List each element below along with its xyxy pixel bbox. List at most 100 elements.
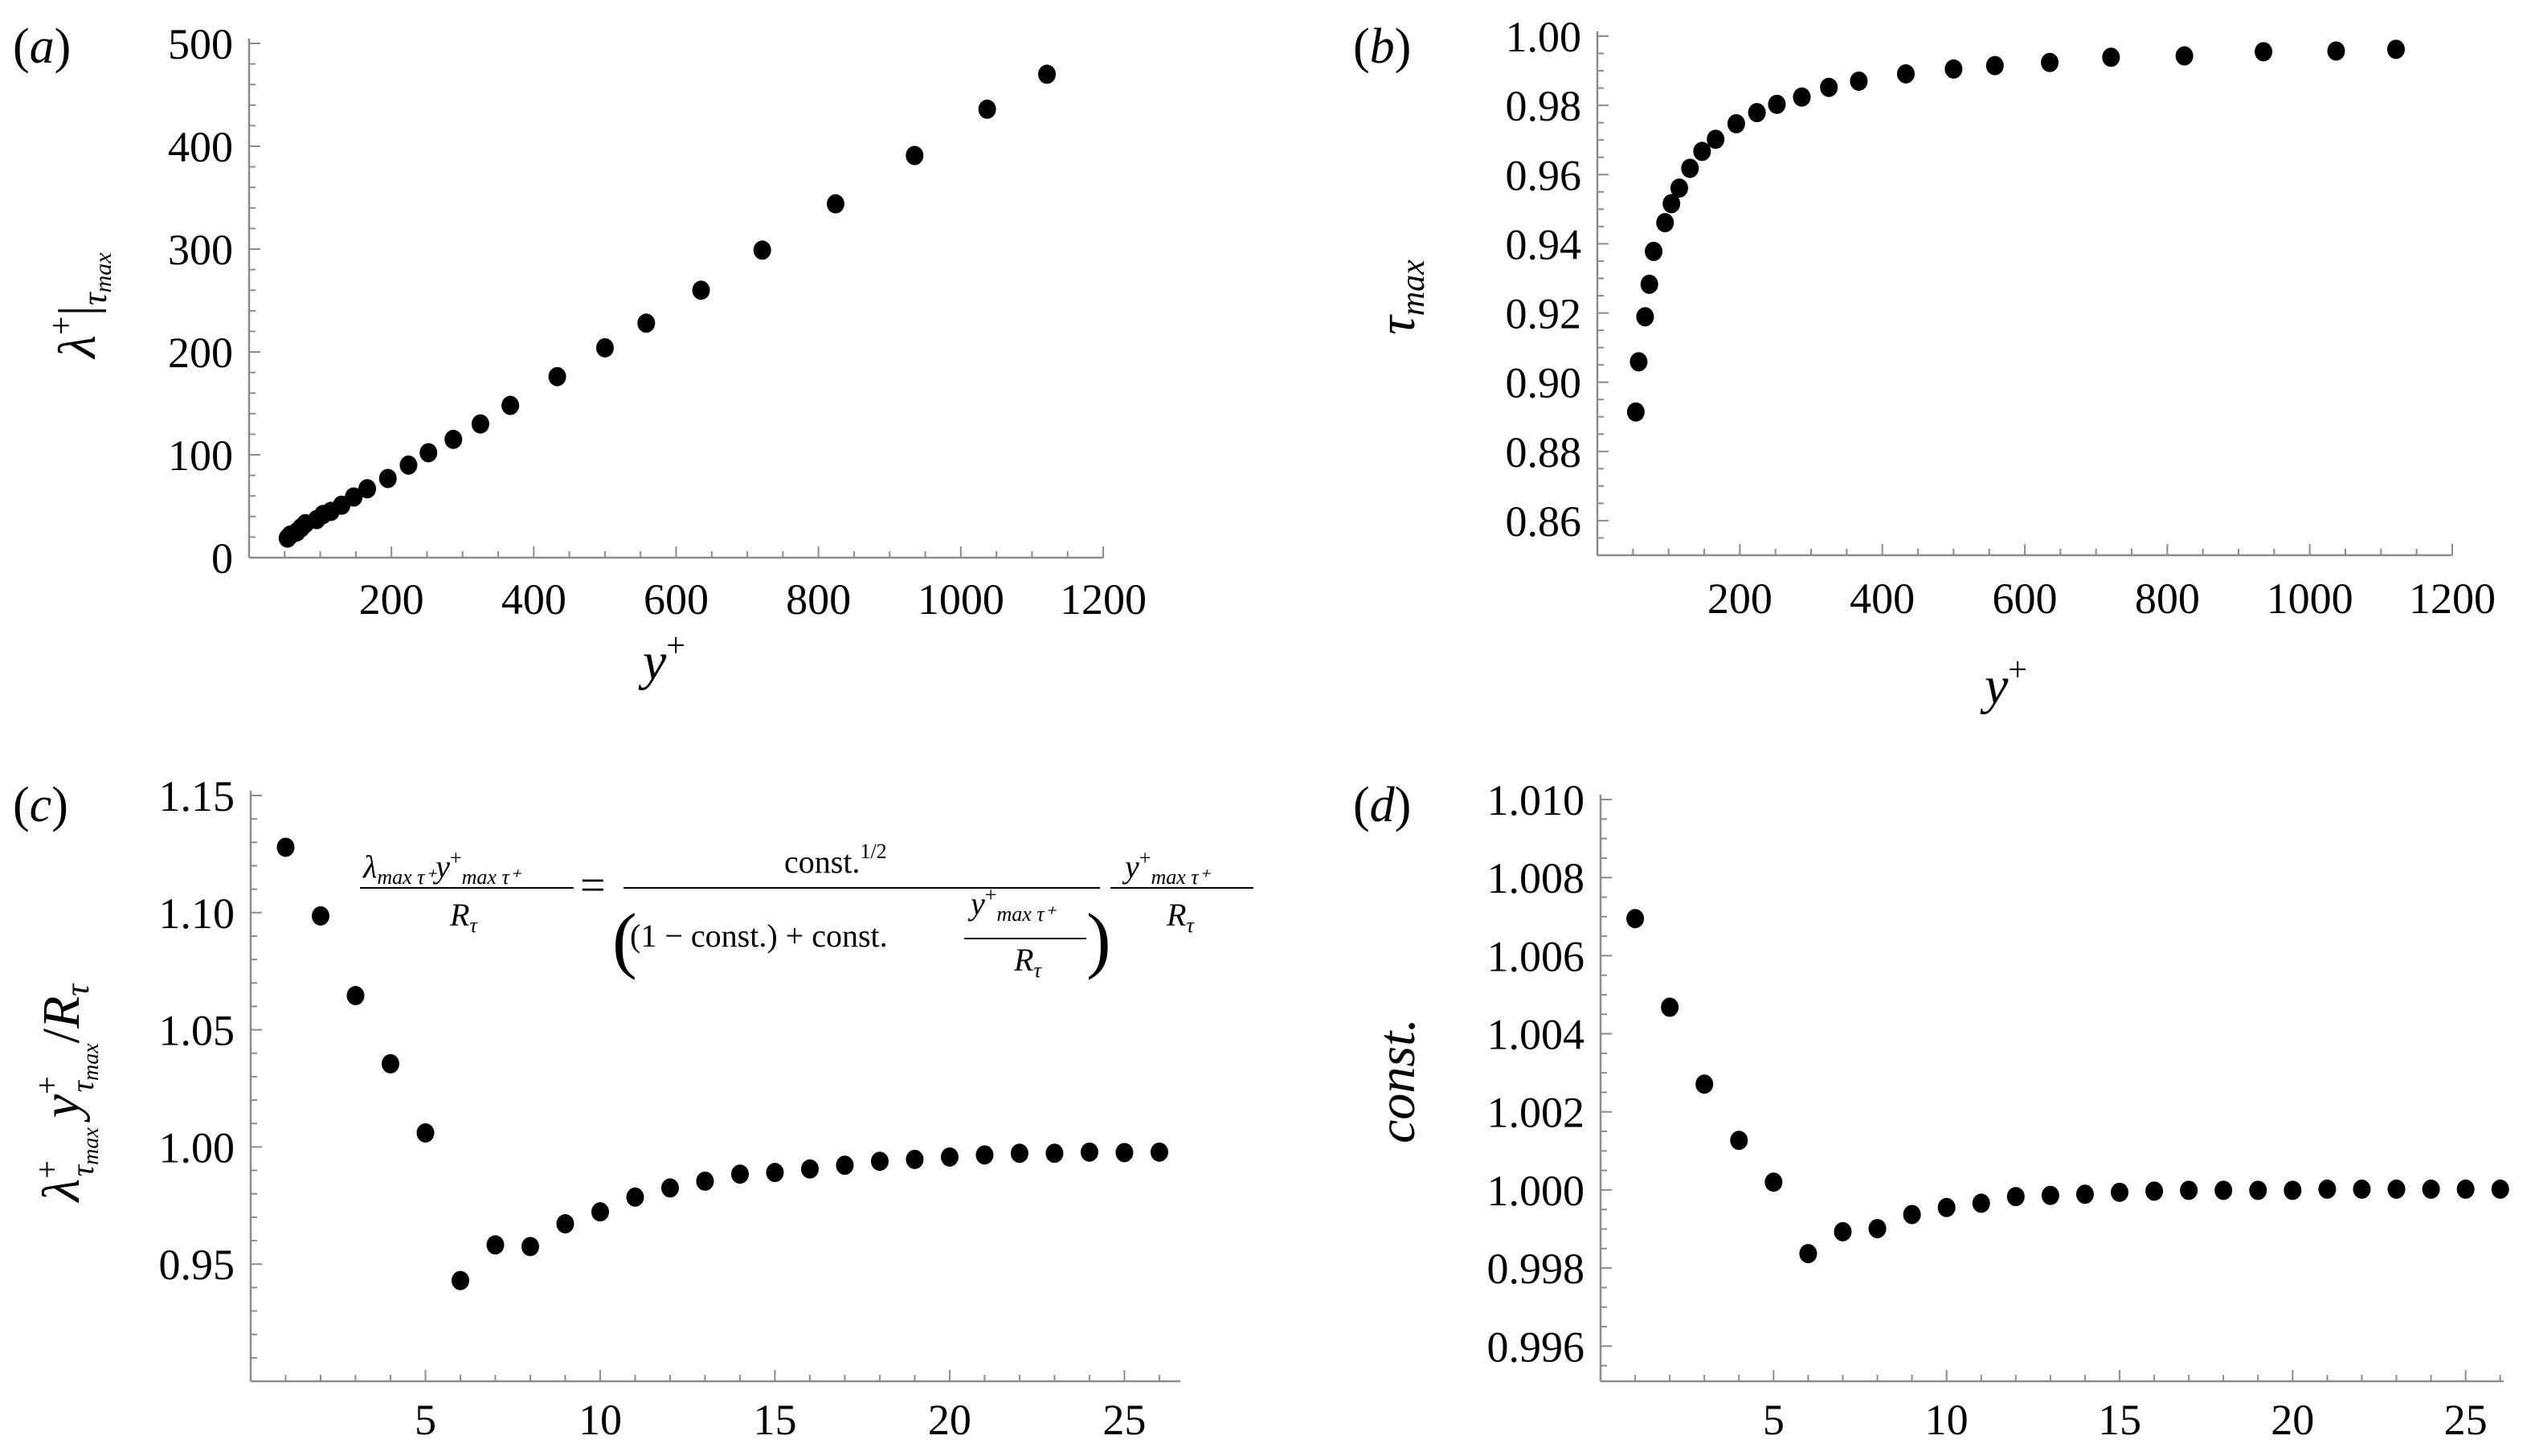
data-point [2318,1179,2337,1199]
panel-label-a: (a) [13,19,71,74]
data-point [800,1159,819,1179]
data-point [870,1151,889,1172]
data-point [1010,1143,1028,1164]
equation-annotation: λmax τ⁺y+max τ⁺ Rτ = const.1/2 ( (1 − co… [360,840,1253,982]
y-tick-label: 1.15 [159,772,235,820]
data-point [2456,1179,2475,1199]
y-tick-label: 0.94 [1506,220,1582,268]
data-point [1896,63,1915,84]
data-point [1681,158,1699,178]
x-tick-label: 200 [359,575,424,624]
x-axis-label-b: y+ [1980,652,2027,715]
data-point [766,1163,784,1183]
eq-lhs-denominator: Rτ [449,897,478,937]
y-tick-label: 0.96 [1506,151,1582,199]
data-point [1730,1131,1748,1151]
y-tick-label: 200 [168,329,233,377]
data-point [2255,42,2273,62]
data-point [692,280,710,301]
data-point [358,479,377,499]
y-tick-label: 1.002 [1487,1089,1585,1137]
x-tick-label: 800 [786,575,851,624]
data-point [451,1270,469,1290]
data-point [730,1164,749,1184]
y-tick-label: 0 [211,534,233,583]
y-tick-label: 0.998 [1487,1245,1585,1293]
data-point [2353,1179,2371,1199]
x-tick-label: 15 [2098,1396,2141,1444]
x-tick-label: 20 [2271,1396,2314,1444]
data-point [276,837,295,857]
x-tick-label: 400 [1850,575,1915,623]
data-point [696,1171,714,1191]
data-point [1748,103,1766,123]
y-tick-label: 1.000 [1487,1167,1585,1215]
y-tick-label: 1.008 [1487,854,1585,902]
x-tick-label: 400 [501,575,566,624]
eq-rhs-inner-numerator: y+max τ⁺ [967,883,1057,926]
x-tick-label: 25 [1102,1396,1146,1444]
plot-panel-d: 5 10 15 20 25 0.996 0.998 1.000 1.002 1.004 1.006 1… [1487,776,2509,1444]
x-tick-label: 25 [2444,1396,2488,1444]
data-point [2102,47,2120,67]
data-point [2422,1179,2440,1199]
data-point [978,99,996,119]
x-tick-label: 800 [2135,575,2200,623]
eq-rhs-denominator-body: (1 − const.) + const. [630,918,888,954]
x-tick-label: 200 [1707,575,1773,623]
eq-rhs-close-paren: ) [1086,898,1111,980]
panel-label-b: (b) [1353,19,1411,74]
data-point [660,1178,679,1198]
data-point [2175,46,2194,66]
y-tick-label: 0.996 [1487,1323,1585,1371]
y-tick-label: 1.00 [1506,13,1582,61]
eq-rhs-numerator: const.1/2 [784,840,887,880]
data-point [501,395,520,415]
data-point [2284,1180,2302,1200]
data-point [1850,71,1868,91]
x-tick-label: 10 [579,1396,622,1444]
data-point [1985,55,2004,76]
data-point [416,1123,435,1143]
data-point [419,443,438,463]
data-point [1038,64,1057,84]
y-tick-label: 0.92 [1506,290,1582,338]
y-axis-label-b: τmax [1368,260,1432,335]
data-point [1834,1221,1852,1241]
data-point [1150,1142,1168,1162]
data-point [1903,1204,1921,1225]
y-tick-label: 1.10 [159,890,235,938]
data-point [345,487,363,507]
x-tick-label: 5 [415,1396,436,1444]
data-point [826,194,844,214]
data-point [486,1235,505,1255]
y-tick-label: 1.00 [159,1123,235,1172]
eq-factor-denominator: Rτ [1166,897,1195,937]
y-tick-label: 300 [168,226,233,274]
data-point [940,1147,959,1167]
data-point [1629,352,1648,372]
data-point [906,145,924,166]
data-point [444,429,463,449]
data-point [2180,1180,2198,1200]
data-point [1764,1172,1783,1192]
data-point [1670,178,1688,198]
data-point [753,240,771,260]
data-point [1695,1074,1714,1094]
eq-rhs-open-paren: ( [612,898,637,980]
y-tick-label: 500 [168,20,233,68]
data-point [311,906,329,926]
x-tick-label: 5 [1763,1396,1785,1444]
data-point [1820,77,1838,97]
x-tick-label: 1000 [918,575,1004,624]
data-point [1707,129,1725,149]
data-point [2491,1179,2509,1199]
data-point [346,986,365,1006]
plot-panel-a: 200 400 600 800 1000 1200 0 100 200 300 400 500 [168,20,1147,624]
data-point [521,1237,539,1257]
y-tick-label: 0.86 [1506,497,1582,546]
data-point [1793,87,1811,107]
x-tick-label: 20 [928,1396,971,1444]
data-point [637,313,656,333]
